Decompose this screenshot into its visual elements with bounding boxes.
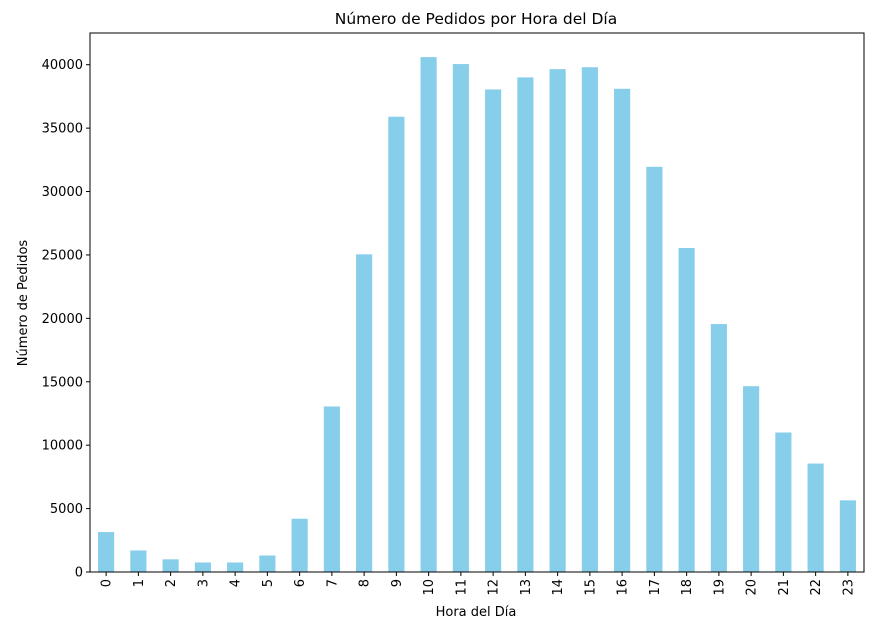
bar-hour-22: [807, 463, 824, 572]
bar-hour-21: [775, 432, 792, 572]
chart-title: Número de Pedidos por Hora del Día: [335, 10, 618, 28]
bar-hour-6: [291, 518, 308, 572]
x-tick-label: 5: [261, 579, 276, 587]
bar-hour-10: [420, 57, 437, 573]
x-axis-label: Hora del Día: [436, 605, 517, 620]
bar-hour-15: [581, 67, 598, 573]
bar-hour-8: [356, 254, 373, 572]
x-tick-label: 3: [196, 579, 211, 587]
x-tick-label: 14: [551, 579, 566, 596]
y-tick-label: 0: [75, 566, 83, 581]
y-tick-label: 20000: [42, 312, 83, 327]
y-tick-label: 25000: [42, 248, 83, 263]
bar-hour-3: [194, 562, 211, 572]
plot-frame: [89, 32, 865, 573]
bar-hour-1: [130, 550, 147, 572]
y-axis-ticks: 0 5000 10000 15000 20000 25000 30000 35000 40000: [42, 58, 90, 581]
x-tick-label: 1: [132, 579, 147, 587]
bar-hour-19: [710, 324, 727, 572]
x-tick-label: 21: [777, 579, 792, 596]
x-tick-label: 23: [841, 579, 856, 596]
y-tick-label: 10000: [42, 439, 83, 454]
x-tick-label: 16: [616, 579, 631, 596]
bar-hour-20: [743, 386, 760, 572]
x-tick-label: 7: [325, 579, 340, 587]
x-tick-label: 0: [100, 579, 115, 587]
bar-hour-5: [259, 555, 276, 572]
bar-hour-23: [839, 500, 856, 572]
bar-hour-0: [98, 532, 115, 572]
bar-hour-11: [452, 64, 469, 572]
bar-hour-12: [485, 89, 502, 572]
x-tick-label: 19: [712, 579, 727, 596]
y-tick-label: 40000: [42, 58, 83, 73]
bar-hour-14: [549, 69, 566, 572]
x-tick-label: 22: [809, 579, 824, 596]
y-tick-label: 30000: [42, 185, 83, 200]
x-tick-label: 13: [519, 579, 534, 596]
y-tick-label: 35000: [42, 122, 83, 137]
x-tick-label: 20: [745, 579, 760, 596]
y-tick-label: 15000: [42, 375, 83, 390]
y-axis-label: Número de Pedidos: [16, 240, 31, 367]
bar-hour-18: [678, 247, 695, 572]
bar-hour-17: [646, 166, 663, 573]
bars-group: [98, 57, 856, 573]
bar-hour-9: [388, 116, 405, 572]
x-tick-label: 4: [229, 579, 244, 587]
x-tick-label: 17: [648, 579, 663, 596]
x-tick-label: 2: [164, 579, 179, 587]
x-tick-label: 10: [422, 579, 437, 596]
y-tick-label: 5000: [50, 502, 83, 517]
x-axis-ticks: 0 1 2 3 4 5 6 7 8 9 10 11 12 13 14 15 16 17 18 19 20 21 22 23: [100, 572, 856, 596]
x-tick-label: 8: [358, 579, 373, 587]
bar-hour-13: [517, 77, 534, 572]
x-tick-label: 12: [487, 579, 502, 596]
x-tick-label: 15: [583, 579, 598, 596]
bar-hour-4: [227, 562, 244, 572]
x-tick-label: 18: [680, 579, 695, 596]
bar-hour-16: [614, 88, 631, 573]
x-tick-label: 9: [390, 579, 405, 587]
x-tick-label: 6: [293, 579, 308, 587]
bar-hour-2: [162, 559, 179, 572]
bar-hour-7: [323, 406, 340, 572]
x-tick-label: 11: [454, 579, 469, 596]
